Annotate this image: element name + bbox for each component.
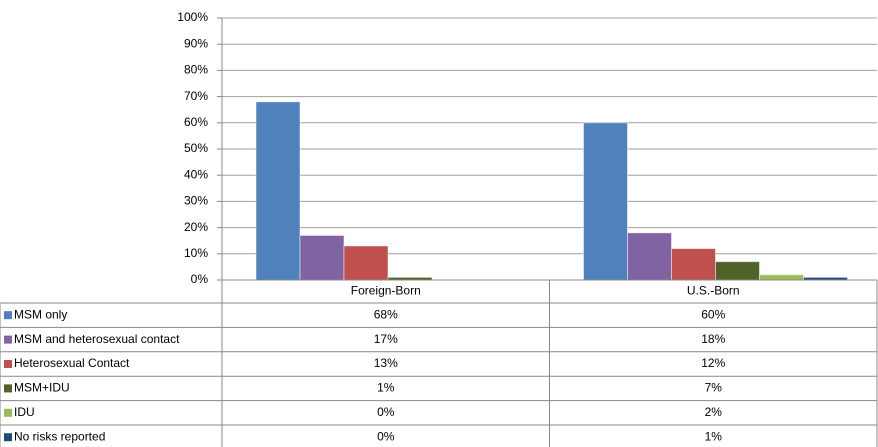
y-tick-label: 80% [184,63,208,77]
data-label: 12% [701,356,725,370]
legend-label: No risks reported [14,429,105,443]
data-label: 0% [377,429,395,443]
x-tick-label: Foreign-Born [351,284,421,298]
y-tick-label: 0% [191,272,209,286]
data-label: 60% [701,307,725,321]
legend-swatch [4,433,12,442]
legend-swatch [4,360,12,368]
bar [671,248,716,281]
legend-swatch [4,311,12,320]
y-tick-label: 50% [184,141,208,155]
data-label: 1% [705,429,723,443]
bar [255,101,301,281]
data-label: 1% [377,381,395,395]
y-tick-label: 20% [184,220,208,234]
legend-label: MSM+IDU [14,381,70,395]
data-label: 2% [705,405,723,419]
bar [759,274,804,281]
data-label: 17% [374,332,398,346]
y-tick-label: 70% [184,89,208,103]
bar [343,245,389,281]
legend-swatch [4,384,12,393]
y-tick-label: 10% [184,246,208,260]
y-tick-label: 30% [184,194,208,208]
bar [715,261,760,281]
y-tick-label: 100% [177,10,208,24]
y-tick-label: 40% [184,167,208,181]
bar [627,232,672,281]
bar [299,234,345,281]
x-tick-label: U.S.-Born [687,284,740,298]
legend-swatch [4,408,12,417]
bar [583,122,628,281]
y-tick-label: 60% [184,115,208,129]
data-label: 7% [705,381,723,395]
data-label: 13% [374,356,398,370]
legend-swatch [4,335,12,344]
data-label: 18% [701,332,725,346]
legend-label: Heterosexual Contact [14,356,130,370]
data-label: 0% [377,405,395,419]
legend-label: MSM and heterosexual contact [14,332,180,346]
legend-label: MSM only [14,307,67,321]
y-tick-label: 90% [184,36,208,50]
legend-label: IDU [14,405,35,419]
data-label: 68% [374,307,398,321]
